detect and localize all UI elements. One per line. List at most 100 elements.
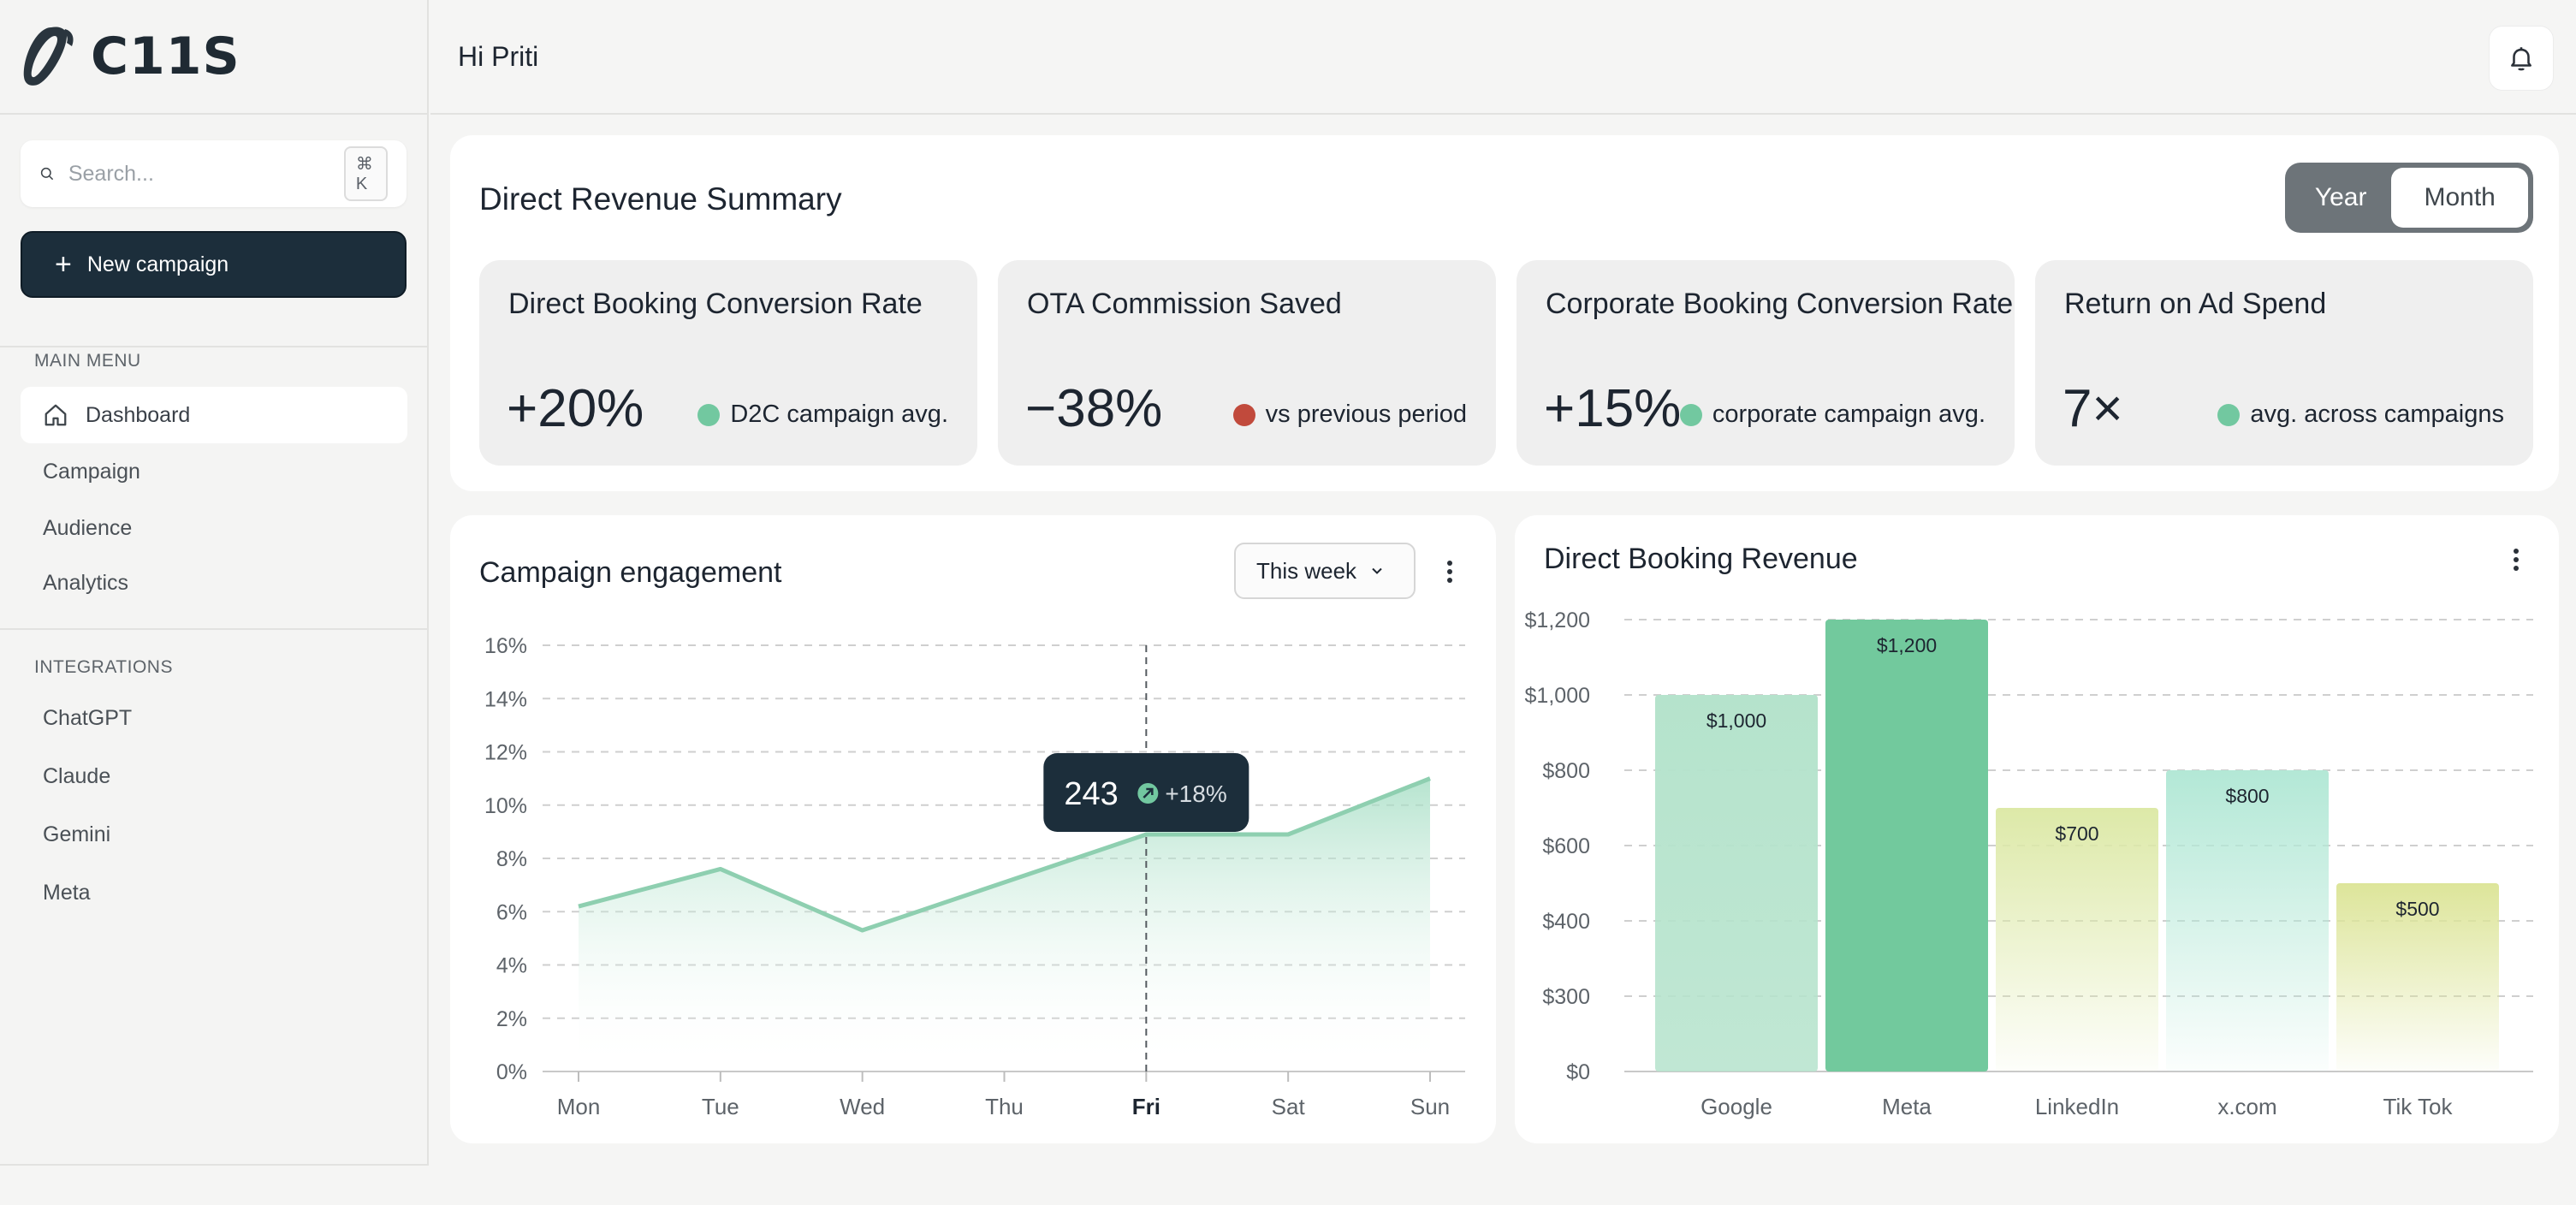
sidebar-actions: ⌘ K + New campaign [0,115,427,347]
sidebar-item-meta[interactable]: Meta [21,864,407,921]
sidebar-item-campaign[interactable]: Campaign [21,443,407,500]
chart-tooltip: 243 +18% [1043,753,1249,832]
direct-booking-revenue-card: Direct Booking Revenue $0 $300 $400 $600 $80… [1515,515,2559,1143]
kpi-value: +20% [507,379,644,438]
new-campaign-button[interactable]: + New campaign [21,231,407,298]
kpi-note: D2C campaign avg. [697,401,948,429]
summary-title: Direct Revenue Summary [479,181,842,217]
y-tick-label: $1,000 [1525,684,1590,708]
x-tick-label: Tik Tok [2383,1094,2454,1119]
search-input[interactable] [68,161,344,187]
sidebar-item-label: ChatGPT [43,705,133,730]
kpi-title: Return on Ad Spend [2064,288,2327,320]
bar-data-label: $500 [2395,898,2439,920]
sidebar-item-analytics[interactable]: Analytics [21,555,407,611]
sidebar-item-label: Gemini [43,822,111,846]
y-tick-label: 4% [496,954,527,978]
kpi-card-ota-commission: OTA Commission Saved −38% vs previous pe… [998,260,1496,466]
sidebar-item-chatgpt[interactable]: ChatGPT [21,690,407,746]
new-campaign-label: New campaign [86,252,229,276]
direct-revenue-summary-card: Direct Revenue Summary Year Month Direct… [450,135,2559,491]
kpi-title: OTA Commission Saved [1027,288,1342,320]
logo-mark-icon [23,27,74,86]
revenue-title: Direct Booking Revenue [1544,543,1858,575]
kpi-note-text: D2C campaign avg. [730,401,948,428]
home-icon [45,404,67,426]
x-tick-label: Meta [1882,1094,1932,1119]
sidebar-item-label: Audience [43,515,133,540]
search-shortcut-badge: ⌘ K [343,146,388,201]
kpi-note-text: vs previous period [1265,401,1467,428]
area-fill [579,778,1430,1071]
period-toggle: Year Month [2285,163,2533,233]
period-dropdown[interactable]: This week [1234,543,1416,599]
kpi-note-text: corporate campaign avg. [1712,401,1985,428]
revenue-bar-chart: $0 $300 $400 $600 $800 $1,000 $1,200 $1,000 Goog… [1525,608,2533,1119]
sidebar-item-label: Analytics [43,570,129,595]
sidebar-item-dashboard[interactable]: Dashboard [21,387,407,443]
more-options-icon[interactable] [1441,555,1458,589]
x-tick-label: Thu [985,1094,1024,1119]
y-tick-label: 16% [484,634,527,658]
sidebar-divider [0,628,429,630]
bar-data-label: $1,200 [1877,634,1937,656]
x-tick-label: Sat [1272,1094,1306,1119]
status-dot [1232,403,1255,426]
y-tick-label: $0 [1566,1060,1590,1084]
kpi-title: Direct Booking Conversion Rate [508,288,923,320]
y-tick-label: 6% [496,900,527,924]
y-tick-label: 10% [484,794,527,818]
sidebar-item-claude[interactable]: Claude [21,748,407,804]
toggle-year[interactable]: Year [2314,183,2367,211]
top-header: Hi Priti [430,0,2576,115]
y-tick-label: $300 [1542,985,1590,1009]
x-tick-label: Sun [1410,1094,1450,1119]
status-dot [697,403,721,426]
chevron-down-icon [1372,567,1382,574]
period-dropdown-value: This week [1256,557,1357,584]
tooltip-change: +18% [1165,781,1226,807]
kpi-note: avg. across campaigns [2217,401,2504,429]
y-tick-label: 12% [484,741,527,765]
y-tick-label: 14% [484,687,527,711]
x-tick-label: Google [1701,1094,1772,1119]
bar-data-label: $1,000 [1706,709,1766,732]
kpi-card-direct-booking: Direct Booking Conversion Rate +20% D2C … [479,260,977,466]
bell-icon [2511,47,2531,71]
sidebar: C11S ⌘ K + New campaign MAIN MENU Dashbo… [0,0,429,1166]
integrations-heading: INTEGRATIONS [34,657,173,677]
logo[interactable]: C11S [0,0,427,115]
y-tick-label: $400 [1542,910,1590,934]
x-tick-label: Tue [702,1094,739,1119]
sidebar-item-audience[interactable]: Audience [21,500,407,556]
x-tick-label: Fri [1132,1094,1160,1119]
bar-data-label: $700 [2055,822,2098,845]
page-greeting: Hi Priti [458,41,539,72]
sidebar-item-gemini[interactable]: Gemini [21,806,407,863]
x-tick-label: LinkedIn [2035,1094,2119,1119]
status-dot [1679,403,1702,426]
engagement-title: Campaign engagement [479,556,782,589]
toggle-month[interactable]: Month [2391,168,2528,228]
kpi-value: 7× [2063,379,2123,438]
campaign-engagement-card: Campaign engagement This week 0% 2% 4% 6% 8%… [450,515,1496,1143]
kpi-card-corporate-booking: Corporate Booking Conversion Rate +15% c… [1517,260,2015,466]
kpi-note-text: avg. across campaigns [2250,401,2504,428]
more-options-icon[interactable] [2508,543,2525,577]
search-box[interactable]: ⌘ K [21,140,407,207]
sidebar-item-label: Meta [43,880,91,905]
sidebar-item-label: Claude [43,763,111,788]
series-line [578,776,1431,933]
kpi-title: Corporate Booking Conversion Rate [1546,288,2014,320]
y-tick-label: 0% [496,1060,527,1084]
bar [2336,883,2499,1071]
y-tick-label: $1,200 [1525,608,1590,632]
sidebar-item-label: Campaign [43,459,140,484]
status-dot [2217,403,2241,426]
y-tick-label: $800 [1542,759,1590,783]
x-tick-label: Wed [840,1094,885,1119]
notifications-button[interactable] [2489,26,2554,91]
engagement-line-chart: 0% 2% 4% 6% 8% 10% 12% 14% 16% Mon Tue Wed Thu Fri Sat… [484,634,1465,1119]
x-tick-label: Mon [557,1094,601,1119]
trend-arrow [1143,787,1154,798]
